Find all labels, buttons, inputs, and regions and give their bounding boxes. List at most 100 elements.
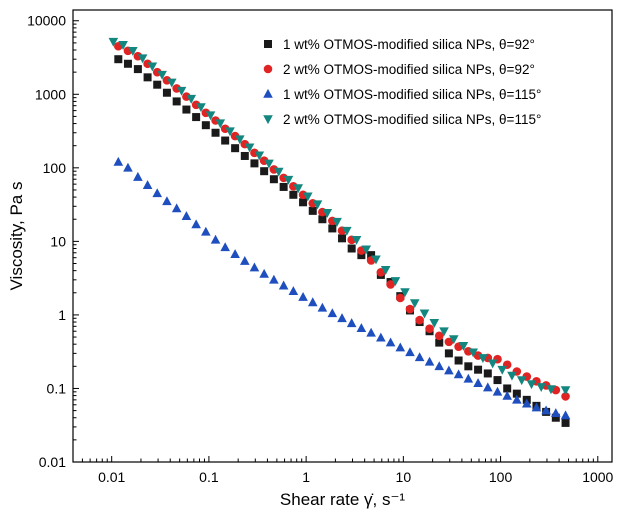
data-point xyxy=(424,356,435,366)
data-point xyxy=(512,389,521,398)
data-point xyxy=(453,369,464,379)
data-point xyxy=(434,361,445,371)
data-point xyxy=(153,80,162,89)
data-point xyxy=(483,369,492,378)
data-point xyxy=(454,356,463,365)
series-4 xyxy=(108,37,571,396)
data-point xyxy=(448,335,459,345)
data-point xyxy=(279,173,288,183)
data-point xyxy=(474,365,483,374)
data-point xyxy=(302,192,313,202)
data-point xyxy=(503,384,512,393)
data-point xyxy=(264,159,274,169)
data-point xyxy=(192,113,201,122)
data-point xyxy=(235,135,245,145)
data-point xyxy=(376,267,386,277)
y-tick-label: 10 xyxy=(50,233,66,249)
legend-marker xyxy=(263,64,273,74)
data-point xyxy=(114,55,123,64)
data-point xyxy=(347,244,356,253)
legend-marker xyxy=(263,115,273,125)
data-point xyxy=(312,200,323,210)
data-point xyxy=(147,62,158,72)
data-point xyxy=(458,342,469,351)
data-point xyxy=(182,105,191,114)
data-point xyxy=(250,159,259,168)
data-point xyxy=(172,97,181,106)
legend-marker xyxy=(264,40,272,48)
data-point xyxy=(425,324,434,333)
data-point xyxy=(283,175,294,185)
data-point xyxy=(244,143,255,153)
y-tick-label: 10000 xyxy=(27,13,66,29)
data-point xyxy=(409,299,420,309)
data-point xyxy=(478,354,488,364)
data-point xyxy=(143,73,152,82)
data-point xyxy=(414,352,425,362)
data-point xyxy=(435,338,444,347)
data-point xyxy=(405,347,415,357)
data-point xyxy=(322,208,333,218)
data-point xyxy=(492,386,503,396)
data-point xyxy=(546,385,556,395)
data-point xyxy=(332,217,342,227)
data-point xyxy=(560,410,571,420)
data-point xyxy=(260,167,269,176)
data-point xyxy=(273,167,284,177)
data-point xyxy=(269,175,278,184)
data-point xyxy=(512,394,522,404)
data-point xyxy=(541,405,551,415)
data-point xyxy=(293,184,304,194)
plot-area: 0.01 0.1 1 10 100 1000 0.01 0.1 1 10 100 1000 10000 xyxy=(27,9,614,485)
data-point xyxy=(493,376,502,385)
data-point xyxy=(361,245,372,255)
data-point xyxy=(483,382,493,392)
data-point xyxy=(279,182,288,191)
data-point xyxy=(434,331,444,341)
y-tick-label: 0.1 xyxy=(47,380,67,396)
data-point xyxy=(231,144,240,153)
data-point xyxy=(327,308,338,318)
data-point xyxy=(186,94,197,104)
data-point xyxy=(152,188,163,198)
x-tick-label: 1 xyxy=(302,469,310,485)
data-point xyxy=(385,337,396,347)
data-point xyxy=(201,226,211,236)
data-point xyxy=(380,266,391,275)
data-point xyxy=(444,349,453,358)
data-point xyxy=(142,180,153,190)
data-point xyxy=(162,196,172,206)
data-point xyxy=(181,211,192,220)
data-point xyxy=(278,280,289,290)
legend: 1 wt% OTMOS-modified silica NPs, θ=92° 2 … xyxy=(263,37,541,127)
data-point xyxy=(220,242,230,252)
legend-marker xyxy=(263,88,273,98)
data-point xyxy=(429,319,440,328)
data-point xyxy=(507,371,517,381)
data-point xyxy=(487,359,498,369)
data-point xyxy=(221,136,230,145)
data-point xyxy=(137,54,148,64)
data-point xyxy=(289,190,298,199)
data-point xyxy=(205,111,216,121)
data-point xyxy=(317,302,328,312)
data-point xyxy=(464,362,473,371)
data-point xyxy=(376,332,386,342)
data-point xyxy=(444,337,454,347)
data-point xyxy=(108,37,119,47)
data-point xyxy=(390,277,401,287)
data-point xyxy=(288,286,299,296)
data-point xyxy=(502,390,513,400)
data-point xyxy=(395,342,406,352)
data-point xyxy=(133,65,142,74)
data-point xyxy=(298,291,308,301)
data-point xyxy=(405,304,415,314)
data-point xyxy=(560,386,571,396)
data-point xyxy=(551,408,561,418)
data-point xyxy=(196,103,206,113)
series-3 xyxy=(113,156,571,420)
data-point xyxy=(561,392,570,401)
data-point xyxy=(516,376,527,386)
data-point xyxy=(211,128,220,137)
